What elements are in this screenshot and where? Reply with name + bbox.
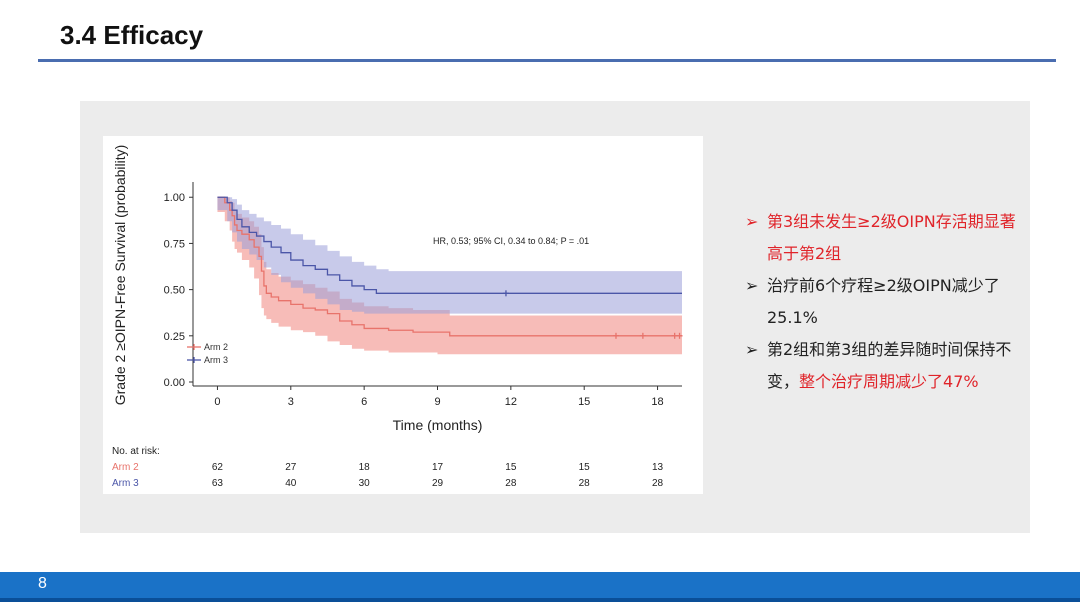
x-axis-label: Time (months)	[393, 417, 483, 433]
risk-table-value: 30	[359, 478, 371, 489]
survival-line-arm-3	[217, 196, 682, 294]
x-tick-label: 18	[651, 396, 663, 408]
bullet-text-part: 第3组未发生≥2级OIPN存活期显著高于第2组	[767, 212, 1016, 263]
y-tick-label: 1.00	[164, 192, 185, 204]
risk-table-header: No. at risk:	[112, 446, 160, 457]
y-tick-label: 0.75	[164, 238, 185, 250]
risk-table-row-label: Arm 2	[112, 462, 139, 473]
risk-table-value: 15	[505, 462, 517, 473]
bullet-text: 治疗前6个疗程≥2级OIPN减少了25.1%	[767, 270, 1020, 334]
x-tick-label: 6	[361, 396, 367, 408]
x-tick-label: 9	[434, 396, 440, 408]
arrow-bullet-icon: ➢	[745, 340, 759, 359]
title-rule	[38, 59, 1056, 62]
x-tick-label: 12	[505, 396, 517, 408]
arrow-bullet-icon: ➢	[745, 276, 759, 295]
km-chart: 0.00 0.25 0.50 0.75 1.00 0 3 6 9 12 15 18 Time (mont…	[112, 182, 683, 489]
legend-label: Arm 2	[204, 342, 228, 352]
risk-table-value: 29	[432, 478, 444, 489]
risk-table-value: 18	[359, 462, 371, 473]
risk-table-value: 62	[212, 462, 224, 473]
risk-table-value: 28	[579, 478, 591, 489]
slide-title: 3.4 Efficacy	[60, 20, 204, 50]
risk-table-value: 40	[285, 478, 297, 489]
ci-band-arm-2	[217, 197, 682, 355]
risk-table-value: 27	[285, 462, 297, 473]
bullet-text: 第2组和第3组的差异随时间保持不变，整个治疗周期减少了47%	[767, 334, 1020, 398]
bullet-item: ➢ 治疗前6个疗程≥2级OIPN减少了25.1%	[745, 270, 1020, 334]
x-tick-label: 3	[288, 396, 294, 408]
risk-table-value: 15	[579, 462, 591, 473]
bullet-text-part: 第2组和第3组的差异随时间保持不变，	[767, 340, 1012, 391]
ci-band-arm-3	[217, 197, 682, 314]
risk-table-value: 63	[212, 478, 224, 489]
bullet-text-part: 治疗前6个疗程≥2级OIPN减少了25.1%	[767, 276, 1000, 327]
bullet-list: ➢ 第3组未发生≥2级OIPN存活期显著高于第2组 ➢ 治疗前6个疗程≥2级OIPN减…	[745, 206, 1020, 398]
risk-table-value: 28	[505, 478, 517, 489]
page-number: 8	[38, 575, 47, 592]
footer-line	[0, 598, 1080, 602]
risk-table-value: 17	[432, 462, 444, 473]
risk-table-row-label: Arm 3	[112, 478, 139, 489]
risk-table-value: 13	[652, 462, 664, 473]
y-axis-label: Grade 2 ≥OIPN-Free Survival (probability…	[112, 144, 128, 406]
chart-box: 0.00 0.25 0.50 0.75 1.00 0 3 6 9 12 15 18 Time (mont…	[103, 136, 703, 494]
legend-label: Arm 3	[204, 355, 228, 365]
y-tick-label: 0.50	[164, 285, 185, 297]
hr-annotation: HR, 0.53; 95% CI, 0.34 to 0.84; P = .01	[433, 236, 589, 246]
y-tick-label: 0.25	[164, 331, 185, 343]
bullet-text: 第3组未发生≥2级OIPN存活期显著高于第2组	[767, 206, 1020, 270]
x-tick-label: 15	[578, 396, 590, 408]
x-tick-label: 0	[214, 396, 220, 408]
arrow-bullet-icon: ➢	[745, 212, 759, 231]
bullet-text-part: 整个治疗周期减少了47%	[799, 372, 979, 391]
risk-table-value: 28	[652, 478, 664, 489]
y-tick-label: 0.00	[164, 377, 185, 389]
footer-band	[0, 572, 1080, 598]
bullet-item: ➢ 第3组未发生≥2级OIPN存活期显著高于第2组	[745, 206, 1020, 270]
survival-line-arm-2	[217, 196, 682, 337]
bullet-item: ➢ 第2组和第3组的差异随时间保持不变，整个治疗周期减少了47%	[745, 334, 1020, 398]
